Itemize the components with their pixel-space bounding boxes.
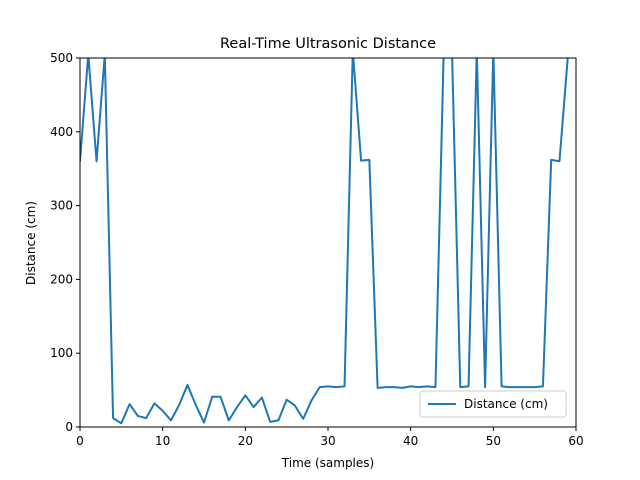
y-tick-label: 400	[50, 125, 73, 139]
y-tick-label: 200	[50, 272, 73, 286]
series-line-1	[80, 58, 569, 425]
x-tick-label: 10	[155, 434, 170, 448]
plot-area: 0 10 20 30 40 50 60 0 100 200 300 400 500	[50, 51, 584, 448]
y-tick-label: 500	[50, 51, 73, 65]
chart-title: Real-Time Ultrasonic Distance	[220, 36, 436, 52]
x-tick-label: 50	[486, 434, 501, 448]
x-tick-label: 0	[76, 434, 84, 448]
y-axis-label: Distance (cm)	[24, 201, 38, 285]
legend-label-1: Distance (cm)	[464, 397, 548, 411]
legend-box	[419, 390, 567, 418]
x-tick-label: 40	[403, 434, 418, 448]
x-tick-label: 20	[238, 434, 253, 448]
y-tick-label: 300	[50, 199, 73, 213]
legend: Distance (cm)	[419, 390, 567, 418]
x-axis-label: Time (samples)	[281, 456, 374, 470]
x-tick-label: 60	[568, 434, 583, 448]
x-tick-label: 30	[320, 434, 335, 448]
y-tick-label: 0	[65, 420, 73, 434]
y-tick-label: 100	[50, 346, 73, 360]
